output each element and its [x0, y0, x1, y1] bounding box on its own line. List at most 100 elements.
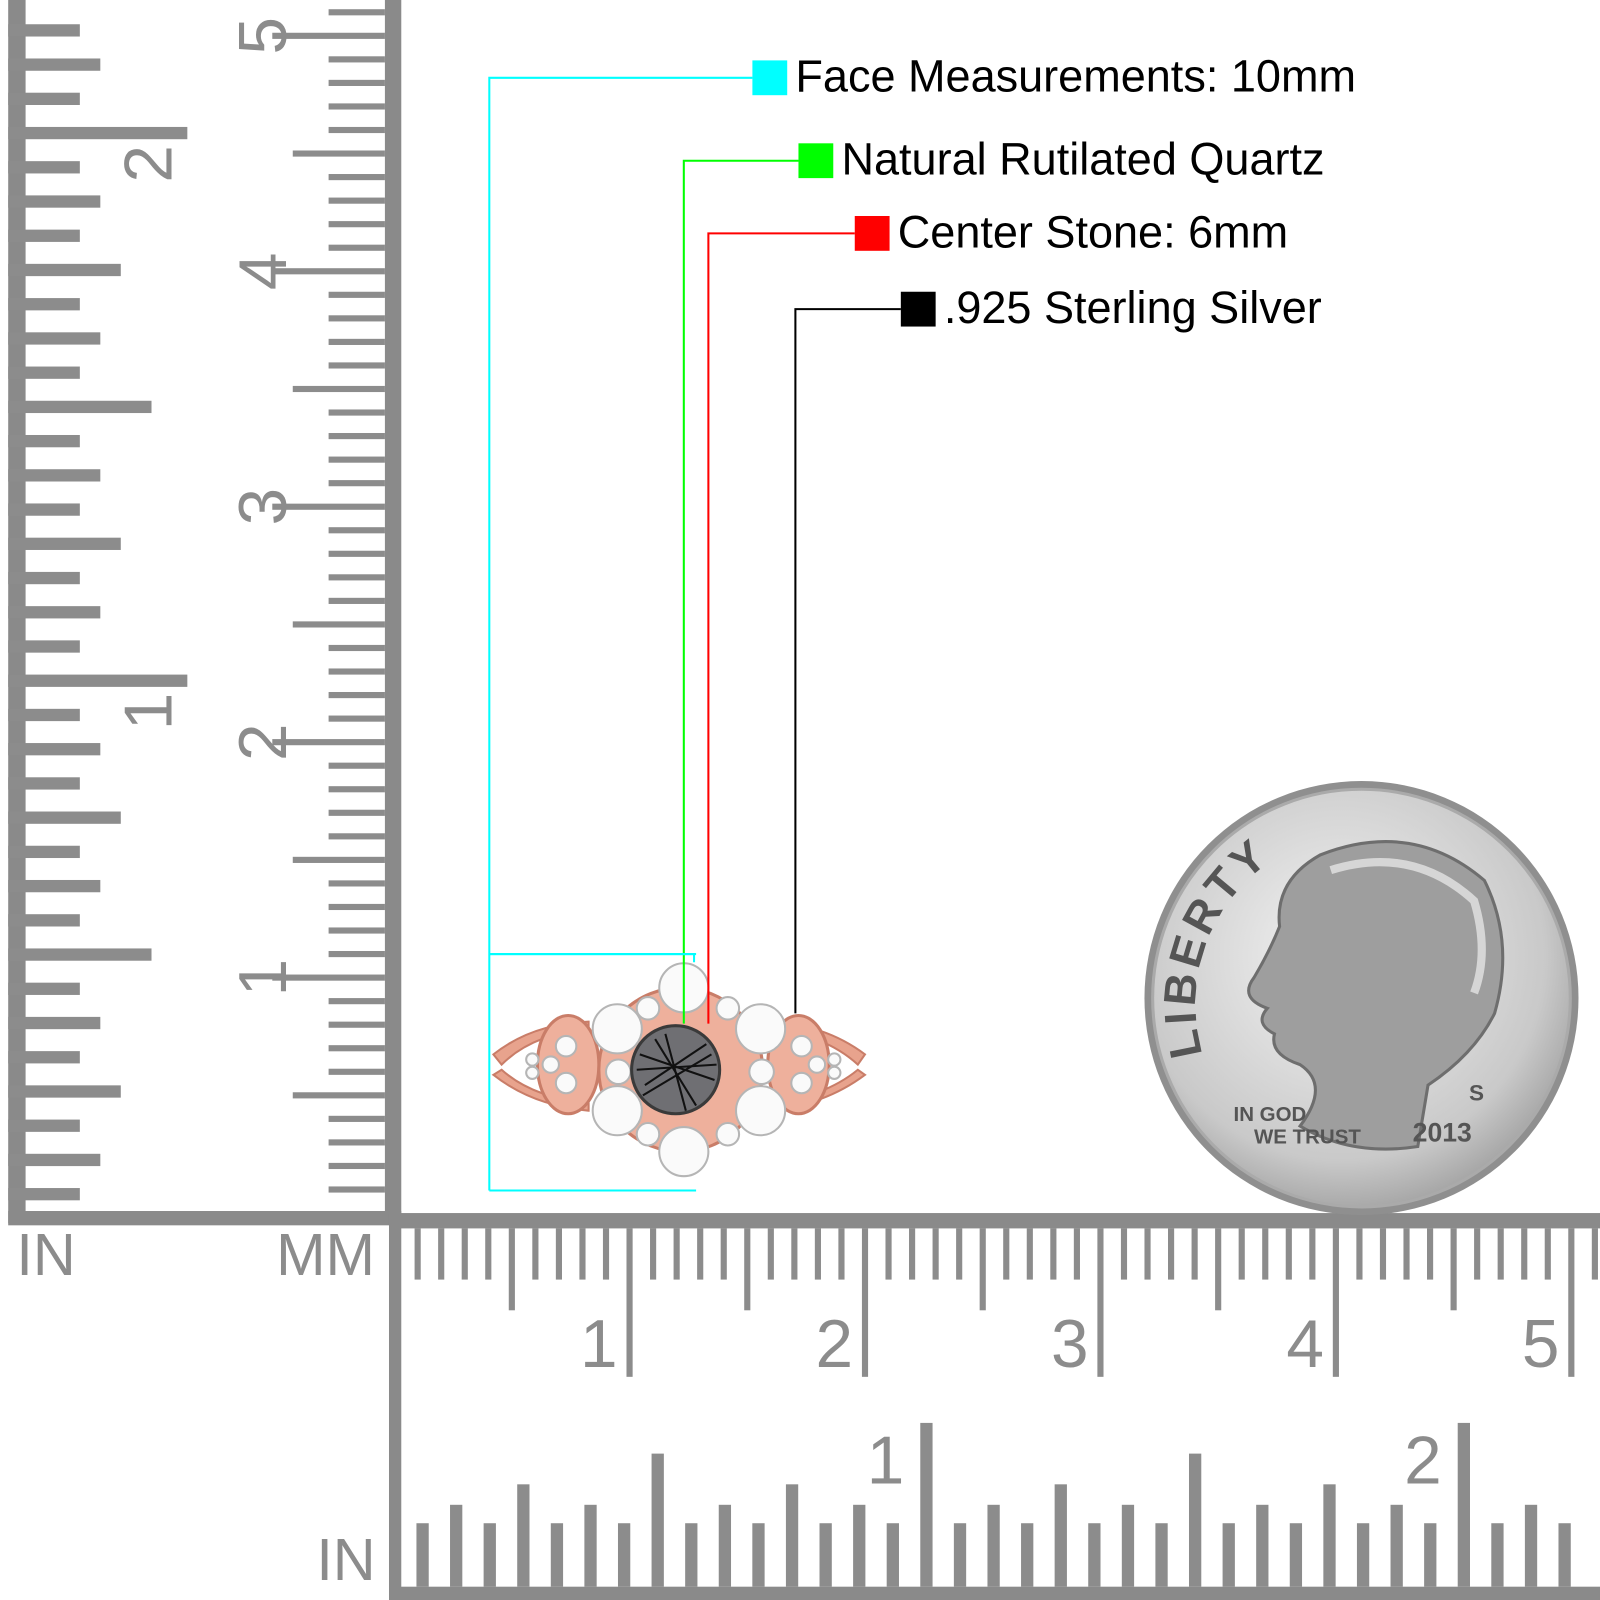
- tick: [1309, 1228, 1316, 1280]
- tick: [1521, 1228, 1528, 1280]
- tick: [517, 1484, 530, 1587]
- tick: [328, 480, 385, 487]
- rutile: [642, 1053, 712, 1097]
- tick: [8, 948, 152, 961]
- stone: [827, 1052, 842, 1067]
- tick: [1426, 1228, 1434, 1280]
- tick: [8, 708, 80, 722]
- stone: [790, 1071, 813, 1095]
- stone: [658, 1126, 710, 1178]
- tick: [814, 1228, 821, 1280]
- tick: [328, 927, 385, 934]
- tick: [8, 126, 188, 140]
- tick: [8, 195, 101, 208]
- ruler-label: 1: [111, 693, 186, 731]
- stone: [790, 1034, 813, 1058]
- tick: [1088, 1523, 1101, 1587]
- tick: [328, 291, 385, 298]
- unit-label: IN: [16, 1221, 75, 1288]
- legend-swatch: [900, 291, 936, 327]
- tick: [328, 103, 385, 110]
- tick: [8, 811, 121, 824]
- coin-year: 2013: [1413, 1117, 1472, 1147]
- tick: [1285, 1228, 1292, 1280]
- stone: [827, 1065, 842, 1080]
- tick: [8, 914, 80, 927]
- legend-swatch: [798, 143, 834, 179]
- tick: [272, 32, 385, 39]
- tick: [328, 786, 385, 793]
- tick: [685, 1523, 698, 1587]
- tick: [8, 24, 80, 37]
- tick: [8, 298, 80, 311]
- tick: [8, 229, 80, 242]
- ruler-label: 3: [1051, 1307, 1089, 1382]
- tick: [328, 338, 385, 345]
- tick: [1332, 1228, 1339, 1377]
- tick: [979, 1228, 986, 1311]
- tick: [8, 845, 80, 859]
- legend-swatch: [854, 215, 890, 251]
- tick: [697, 1228, 704, 1280]
- tick: [292, 385, 385, 393]
- tick: [328, 597, 385, 604]
- stone: [748, 1058, 775, 1086]
- tick: [1155, 1523, 1168, 1587]
- tick: [8, 161, 80, 174]
- tick: [720, 1228, 727, 1280]
- tick: [328, 550, 385, 557]
- stone: [734, 1085, 787, 1137]
- tick: [328, 692, 385, 699]
- tick: [8, 1119, 80, 1132]
- tick: [861, 1228, 869, 1377]
- tick: [328, 715, 385, 722]
- tick: [8, 1188, 80, 1201]
- ruler-label: 1: [226, 959, 301, 997]
- tick: [328, 880, 385, 887]
- tick: [767, 1228, 774, 1280]
- tick: [272, 268, 385, 275]
- tick: [328, 9, 385, 16]
- tick: [416, 1523, 429, 1587]
- ruler-label: 2: [1404, 1424, 1442, 1499]
- tick: [791, 1228, 798, 1280]
- tick: [328, 1068, 385, 1075]
- ruler-edge: [384, 0, 402, 1224]
- ruler-label: 2: [816, 1307, 854, 1382]
- tick: [617, 1523, 631, 1587]
- tick: [328, 574, 385, 581]
- tick: [328, 79, 385, 86]
- tick: [853, 1504, 866, 1587]
- tick: [1050, 1228, 1057, 1280]
- tick: [328, 527, 385, 534]
- unit-label: IN: [316, 1526, 375, 1593]
- tick: [8, 263, 121, 277]
- callouts: Face Measurements: 10mm Natural Rutilated…: [488, 51, 1356, 1192]
- leader-line: [707, 232, 855, 1024]
- tick: [8, 434, 80, 448]
- tick: [328, 433, 385, 440]
- tick: [1003, 1228, 1010, 1280]
- ruler-label: 5: [1522, 1307, 1560, 1382]
- tick: [8, 879, 101, 893]
- tick: [8, 606, 101, 619]
- stone: [591, 1003, 643, 1055]
- tick: [328, 174, 385, 181]
- legend-swatch: [752, 60, 788, 96]
- tick: [1491, 1523, 1504, 1587]
- tick: [1474, 1228, 1481, 1280]
- tick: [272, 739, 385, 746]
- tick: [272, 503, 385, 510]
- tick: [886, 1523, 899, 1587]
- tick: [1256, 1504, 1269, 1587]
- tick: [626, 1228, 633, 1377]
- tick: [1054, 1484, 1067, 1587]
- tick: [508, 1228, 515, 1311]
- tick: [328, 1045, 385, 1052]
- stone: [635, 996, 661, 1021]
- tick: [485, 1228, 492, 1280]
- face-box: [489, 953, 696, 963]
- tick: [1120, 1228, 1128, 1280]
- tick: [8, 982, 80, 995]
